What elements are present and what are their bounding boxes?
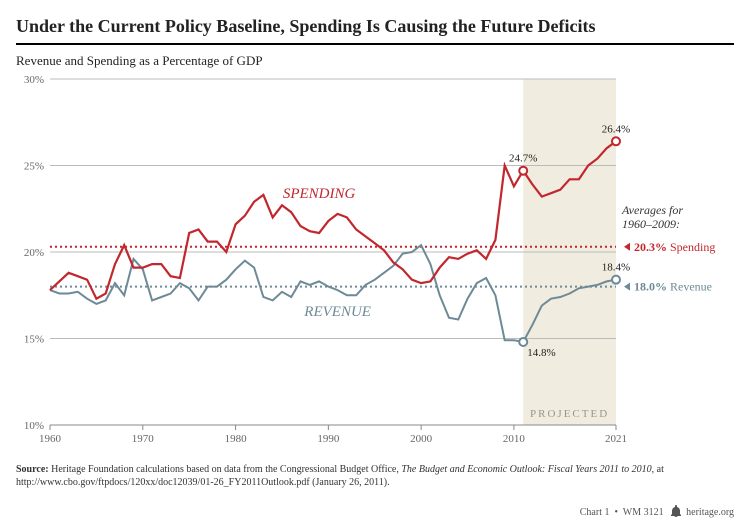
revenue-series-label: REVENUE	[303, 304, 371, 320]
footer-code: WM 3121	[623, 507, 664, 518]
spending-end-marker	[612, 137, 620, 145]
footer-site: heritage.org	[686, 507, 734, 518]
source-line: Source: Heritage Foundation calculations…	[16, 463, 734, 489]
y-tick-label: 10%	[24, 420, 44, 432]
x-tick-label: 2010	[503, 433, 526, 445]
x-tick-label: 2000	[410, 433, 433, 445]
projected-label: PROJECTED	[530, 408, 609, 420]
source-italic: The Budget and Economic Outlook: Fiscal …	[401, 464, 651, 475]
x-tick-label: 1990	[317, 433, 340, 445]
y-tick-label: 15%	[24, 334, 44, 346]
footer-chartno: Chart 1	[580, 507, 610, 518]
x-tick-label: 1980	[225, 433, 248, 445]
avg-revenue-arrow	[624, 283, 630, 291]
x-tick-label: 1970	[132, 433, 155, 445]
source-text-a: Heritage Foundation calculations based o…	[51, 464, 401, 475]
spending-series-label: SPENDING	[283, 186, 356, 202]
revenue-end-label: 18.4%	[602, 262, 630, 274]
spending-mid-marker	[519, 167, 527, 175]
y-tick-label: 25%	[24, 161, 44, 173]
averages-heading-1: Averages for	[621, 203, 683, 217]
bell-icon	[671, 505, 681, 517]
x-tick-label: 2021	[605, 433, 627, 445]
spending-mid-label: 24.7%	[509, 153, 537, 165]
avg-spending-arrow	[624, 243, 630, 251]
y-tick-label: 30%	[24, 74, 44, 86]
source-prefix: Source:	[16, 464, 49, 475]
chart-subtitle: Revenue and Spending as a Percentage of …	[16, 53, 734, 69]
revenue-mid-label: 14.8%	[527, 347, 555, 359]
y-tick-label: 20%	[24, 247, 44, 259]
revenue-end-marker	[612, 276, 620, 284]
chart-title: Under the Current Policy Baseline, Spend…	[16, 16, 734, 45]
revenue-mid-marker	[519, 338, 527, 346]
avg-spending-text: 20.3% Spending	[634, 240, 715, 254]
averages-heading-2: 1960–2009:	[622, 217, 680, 231]
avg-revenue-text: 18.0% Revenue	[634, 280, 712, 294]
footer: Chart 1 • WM 3121 heritage.org	[580, 505, 734, 518]
chart-area: 10% 15% 20% 25% 30% 1960 1970 1980 1990 2000 2010 2…	[16, 73, 734, 453]
x-tick-label: 1960	[39, 433, 62, 445]
spending-end-label: 26.4%	[602, 123, 630, 135]
